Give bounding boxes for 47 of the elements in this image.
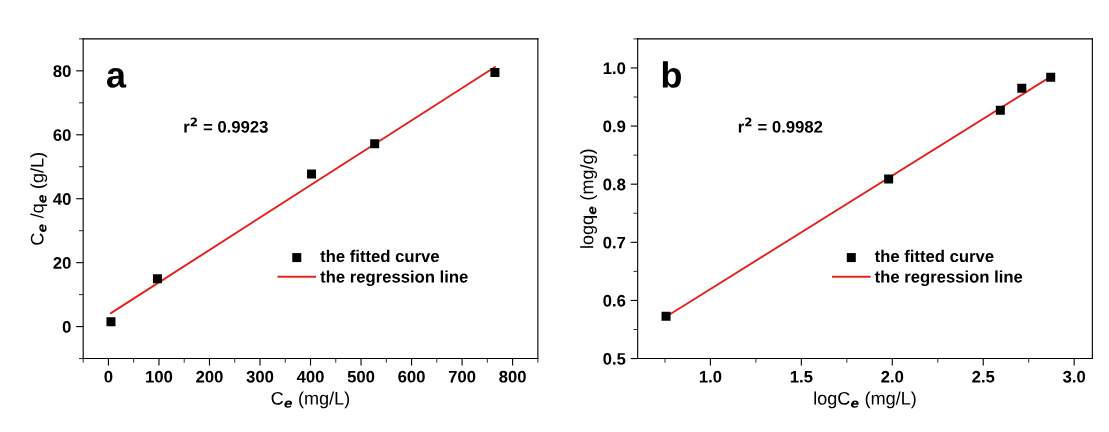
annotation: r$^{2}$ = 0.9923: [184, 117, 268, 133]
legend-label: the fitted curve: [320, 249, 440, 263]
legend-label: the fitted curve: [874, 249, 994, 263]
point: [995, 105, 1005, 115]
x-tick-label: 800: [499, 370, 526, 383]
x-tick-label: 2.0: [881, 370, 904, 383]
y-tick-label: 0.6: [603, 294, 626, 307]
x-tick-label: 1.5: [790, 370, 813, 383]
y-tick-label: 60: [53, 129, 71, 141]
x-tick-label: 600: [398, 370, 425, 383]
point: [490, 67, 500, 77]
point: [370, 139, 380, 149]
point: [152, 274, 162, 284]
y-tick-label: 1.0: [603, 62, 626, 75]
y-tick-label: 40: [53, 193, 71, 205]
point: [106, 317, 116, 327]
annotation: b: [662, 61, 681, 88]
point: [307, 169, 317, 179]
x-tick-label: 1.0: [699, 370, 722, 383]
x-tick-label: 200: [196, 370, 223, 383]
y-axis-title: logq$_{e}$ (mg/g): [580, 149, 598, 248]
x-tick-label: 700: [448, 370, 476, 383]
x-tick-label: 300: [246, 370, 274, 383]
y-axis-title: C$_{e}$ /q$_{e}$ (g/L): [30, 153, 48, 245]
x-tick-label: 0: [104, 370, 113, 383]
annotation: a: [106, 67, 127, 88]
point: [1017, 83, 1027, 93]
x-axis-title: logC$_{e}$ (mg/L): [814, 391, 916, 409]
x-axis-title: C$_{e}$ (mg/L): [271, 391, 350, 409]
legend-label: the regression line: [874, 270, 1023, 287]
y-tick-label: 0.9: [603, 120, 626, 133]
y-tick-label: 0.5: [603, 352, 626, 365]
x-tick-label: 2.5: [972, 370, 995, 383]
x-tick-label: 100: [146, 370, 173, 383]
x-tick-label: 500: [347, 370, 375, 383]
y-tick-label: 0.8: [603, 178, 626, 191]
y-tick-label: 80: [53, 65, 71, 78]
legend-label: the regression line: [320, 270, 468, 287]
point: [661, 311, 671, 321]
y-tick-label: 20: [53, 257, 71, 269]
x-tick-label: 400: [296, 370, 324, 383]
y-tick-label: 0.7: [603, 236, 626, 249]
y-tick-label: 0: [62, 320, 71, 333]
point: [884, 174, 894, 184]
point: [1046, 72, 1056, 82]
annotation: r$^{2}$ = 0.9982: [738, 117, 823, 133]
x-tick-label: 3.0: [1062, 370, 1086, 383]
